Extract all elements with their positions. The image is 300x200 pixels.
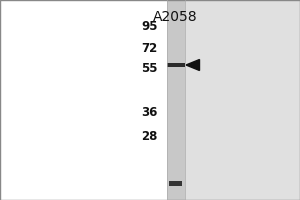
Text: A2058: A2058	[153, 10, 198, 24]
Polygon shape	[186, 60, 200, 70]
Bar	[169, 181, 182, 186]
Text: 55: 55	[141, 62, 158, 75]
Bar	[167, 0, 184, 200]
Bar	[167, 63, 184, 67]
Text: 72: 72	[141, 43, 158, 55]
Text: 95: 95	[141, 21, 158, 33]
Bar	[167, 0, 300, 200]
Bar	[0, 0, 167, 200]
Text: 28: 28	[141, 130, 158, 142]
Text: 36: 36	[141, 106, 158, 119]
